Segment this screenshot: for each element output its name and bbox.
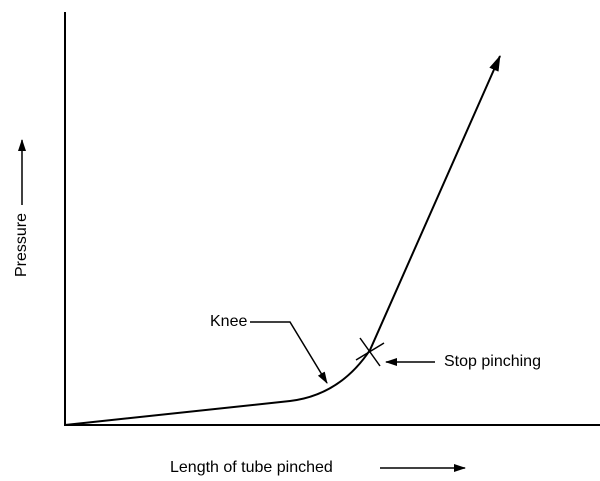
x-axis-label: Length of tube pinched xyxy=(170,459,333,476)
y-axis-label: Pressure xyxy=(13,213,30,277)
pressure-curve xyxy=(64,55,501,426)
stop-mark xyxy=(355,342,385,361)
knee-label: Knee xyxy=(210,313,247,330)
stop-label: Stop pinching xyxy=(444,353,541,370)
knee-arrow xyxy=(250,321,328,384)
